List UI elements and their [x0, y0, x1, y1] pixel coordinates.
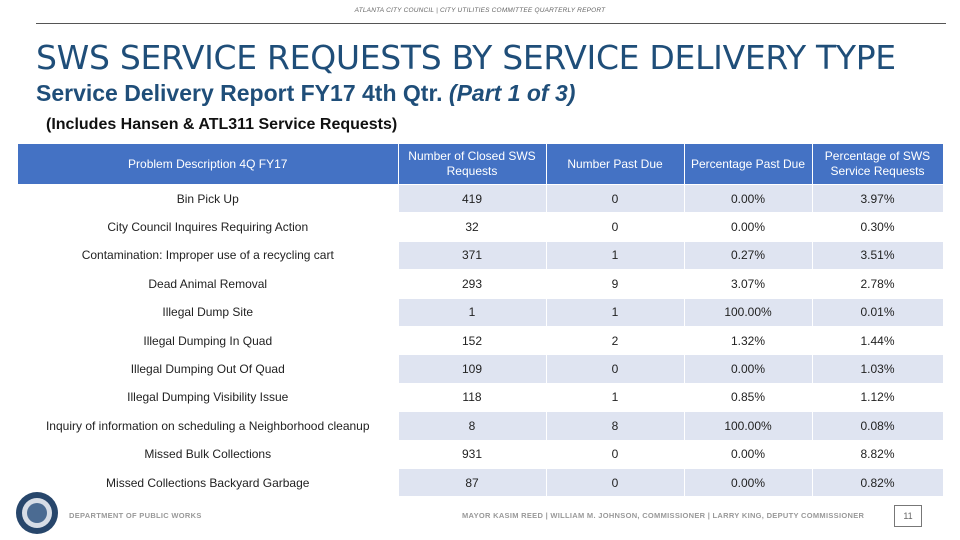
- table-cell: 0: [546, 467, 685, 497]
- column-header: Percentage of SWS Service Requests: [812, 144, 944, 185]
- table-row: Illegal Dumping In Quad 152 2 1.32% 1.44…: [18, 325, 944, 355]
- table-cell: 0.00%: [684, 183, 813, 213]
- table-cell: 293: [398, 269, 547, 299]
- table-cell: 109: [398, 354, 547, 384]
- table-cell: 87: [398, 467, 547, 497]
- table-cell: Illegal Dumping Visibility Issue: [18, 382, 399, 412]
- table-row: Illegal Dumping Out Of Quad 109 0 0.00% …: [18, 354, 944, 384]
- running-head: ATLANTA CITY COUNCIL | CITY UTILITIES CO…: [354, 7, 606, 14]
- table-cell: 0.27%: [684, 240, 813, 270]
- table-cell: 8.82%: [812, 439, 944, 469]
- table-cell: 32: [398, 212, 547, 242]
- table-cell: 152: [398, 325, 547, 355]
- table-cell: 0.01%: [812, 297, 944, 327]
- table-cell: Bin Pick Up: [18, 183, 399, 213]
- table-cell: 0.85%: [684, 382, 813, 412]
- column-header: Number Past Due: [546, 144, 685, 185]
- table-cell: 0: [546, 354, 685, 384]
- table-cell: 3.07%: [684, 269, 813, 299]
- scope-note: (Includes Hansen & ATL311 Service Reques…: [46, 116, 398, 133]
- table-cell: 0.08%: [812, 411, 944, 441]
- table-cell: 0.00%: [684, 467, 813, 497]
- table-cell: 3.97%: [812, 183, 944, 213]
- table-cell: 8: [398, 411, 547, 441]
- table-cell: Contamination: Improper use of a recycli…: [18, 240, 399, 270]
- table-cell: 100.00%: [684, 297, 813, 327]
- table-cell: 1.44%: [812, 325, 944, 355]
- footer-officials: MAYOR KASIM REED | WILLIAM M. JOHNSON, C…: [462, 511, 865, 520]
- table-cell: 931: [398, 439, 547, 469]
- table-cell: 9: [546, 269, 685, 299]
- page-subtitle: Service Delivery Report FY17 4th Qtr. (P…: [36, 80, 575, 107]
- table-cell: Inquiry of information on scheduling a N…: [18, 411, 399, 441]
- table-cell: Missed Bulk Collections: [18, 439, 399, 469]
- table-cell: 1: [546, 240, 685, 270]
- header-rule: [36, 23, 946, 24]
- table-cell: 1: [546, 382, 685, 412]
- table-cell: 0.82%: [812, 467, 944, 497]
- service-requests-table: Problem Description 4Q FY17 Number of Cl…: [18, 144, 944, 497]
- table-cell: City Council Inquires Requiring Action: [18, 212, 399, 242]
- table-cell: 118: [398, 382, 547, 412]
- table-row: Dead Animal Removal 293 9 3.07% 2.78%: [18, 269, 944, 299]
- table-cell: 0.00%: [684, 212, 813, 242]
- seal-center: [27, 503, 47, 523]
- table-cell: Dead Animal Removal: [18, 269, 399, 299]
- column-header: Problem Description 4Q FY17: [18, 144, 399, 185]
- table-row: Inquiry of information on scheduling a N…: [18, 411, 944, 441]
- table-row: Missed Bulk Collections 931 0 0.00% 8.82…: [18, 439, 944, 469]
- table-cell: Illegal Dumping Out Of Quad: [18, 354, 399, 384]
- table-cell: 0: [546, 439, 685, 469]
- table-cell: 0.00%: [684, 354, 813, 384]
- subtitle-part: (Part 1 of 3): [448, 80, 576, 106]
- table-row: Illegal Dumping Visibility Issue 118 1 0…: [18, 382, 944, 412]
- column-header: Percentage Past Due: [684, 144, 813, 185]
- table-row: Contamination: Improper use of a recycli…: [18, 240, 944, 270]
- table-cell: 0.00%: [684, 439, 813, 469]
- table-row: Illegal Dump Site 1 1 100.00% 0.01%: [18, 297, 944, 327]
- table-cell: 1.32%: [684, 325, 813, 355]
- table-row: City Council Inquires Requiring Action 3…: [18, 212, 944, 242]
- table-cell: 371: [398, 240, 547, 270]
- table-cell: 2: [546, 325, 685, 355]
- table-row: Missed Collections Backyard Garbage 87 0…: [18, 467, 944, 497]
- table-cell: 0: [546, 212, 685, 242]
- page-title: SWS SERVICE REQUESTS BY SERVICE DELIVERY…: [36, 38, 896, 77]
- table-cell: 1.03%: [812, 354, 944, 384]
- table-cell: 3.51%: [812, 240, 944, 270]
- table-cell: Illegal Dumping In Quad: [18, 325, 399, 355]
- table-cell: Missed Collections Backyard Garbage: [18, 467, 399, 497]
- footer-department: DEPARTMENT OF PUBLIC WORKS: [69, 511, 202, 520]
- table-cell: 100.00%: [684, 411, 813, 441]
- table-cell: 2.78%: [812, 269, 944, 299]
- table-cell: 1: [546, 297, 685, 327]
- subtitle-main: Service Delivery Report FY17 4th Qtr.: [36, 80, 443, 106]
- table-row: Bin Pick Up 419 0 0.00% 3.97%: [18, 183, 944, 213]
- table-header-row: Problem Description 4Q FY17 Number of Cl…: [18, 144, 944, 185]
- table-cell: 0: [546, 183, 685, 213]
- table-cell: 419: [398, 183, 547, 213]
- table-cell: 1: [398, 297, 547, 327]
- city-seal-icon: [16, 492, 58, 534]
- table-cell: 1.12%: [812, 382, 944, 412]
- table-cell: 0.30%: [812, 212, 944, 242]
- table-cell: Illegal Dump Site: [18, 297, 399, 327]
- page-number: 11: [894, 505, 922, 527]
- column-header: Number of Closed SWS Requests: [398, 144, 547, 185]
- table-cell: 8: [546, 411, 685, 441]
